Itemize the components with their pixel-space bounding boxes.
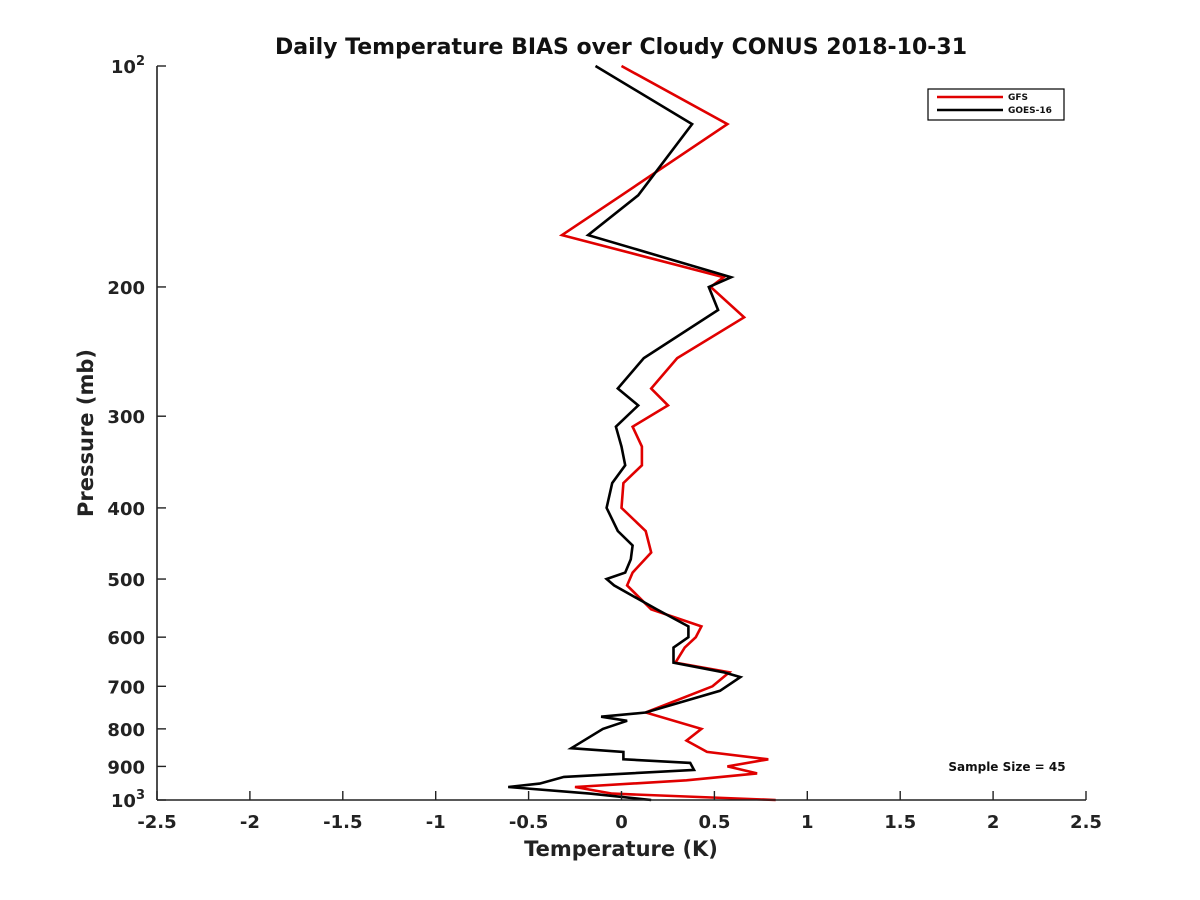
ticks-layer: -2.5 -2 -1.5 -1 -0.5 0 0.5 1 1.5 2 2.5 102 200 300 400… <box>107 54 1102 833</box>
x-tick-label: 0 <box>615 812 628 833</box>
x-tick-label: 1 <box>801 812 814 833</box>
y-tick-label: 700 <box>107 677 145 698</box>
legend-box <box>927 88 1065 121</box>
legend: GFS GOES-16 <box>927 88 1065 121</box>
x-tick-label: 2 <box>987 812 1000 833</box>
x-tick-label: -1 <box>426 812 446 833</box>
x-tick-label: 0.5 <box>698 812 730 833</box>
series-line-goes-16 <box>508 64 744 802</box>
y-tick-label: 103 <box>111 788 145 812</box>
y-tick-label: 300 <box>107 407 145 428</box>
y-tick-label: 400 <box>107 499 145 520</box>
x-tick-label: -2 <box>240 812 260 833</box>
y-axis-label: Pressure (mb) <box>74 349 98 517</box>
series-layer <box>508 64 776 802</box>
y-tick-label: 500 <box>107 570 145 591</box>
x-tick-label: 2.5 <box>1070 812 1102 833</box>
y-tick-label: 800 <box>107 720 145 741</box>
chart-title: Daily Temperature BIAS over Cloudy CONUS… <box>275 35 967 60</box>
y-tick-label: 600 <box>107 628 145 649</box>
legend-label-gfs: GFS <box>1008 93 1028 103</box>
x-tick-label: -2.5 <box>137 812 176 833</box>
legend-label-goes16: GOES-16 <box>1008 106 1052 116</box>
series-line-gfs <box>558 64 776 802</box>
y-tick-label: 102 <box>111 54 145 78</box>
x-tick-label: -1.5 <box>323 812 362 833</box>
sample-size-annotation: Sample Size = 45 <box>948 760 1065 774</box>
x-tick-label: 1.5 <box>884 812 916 833</box>
y-tick-label: 200 <box>107 278 145 299</box>
x-tick-label: -0.5 <box>509 812 548 833</box>
x-axis-label: Temperature (K) <box>524 837 718 861</box>
y-tick-label: 900 <box>107 757 145 778</box>
